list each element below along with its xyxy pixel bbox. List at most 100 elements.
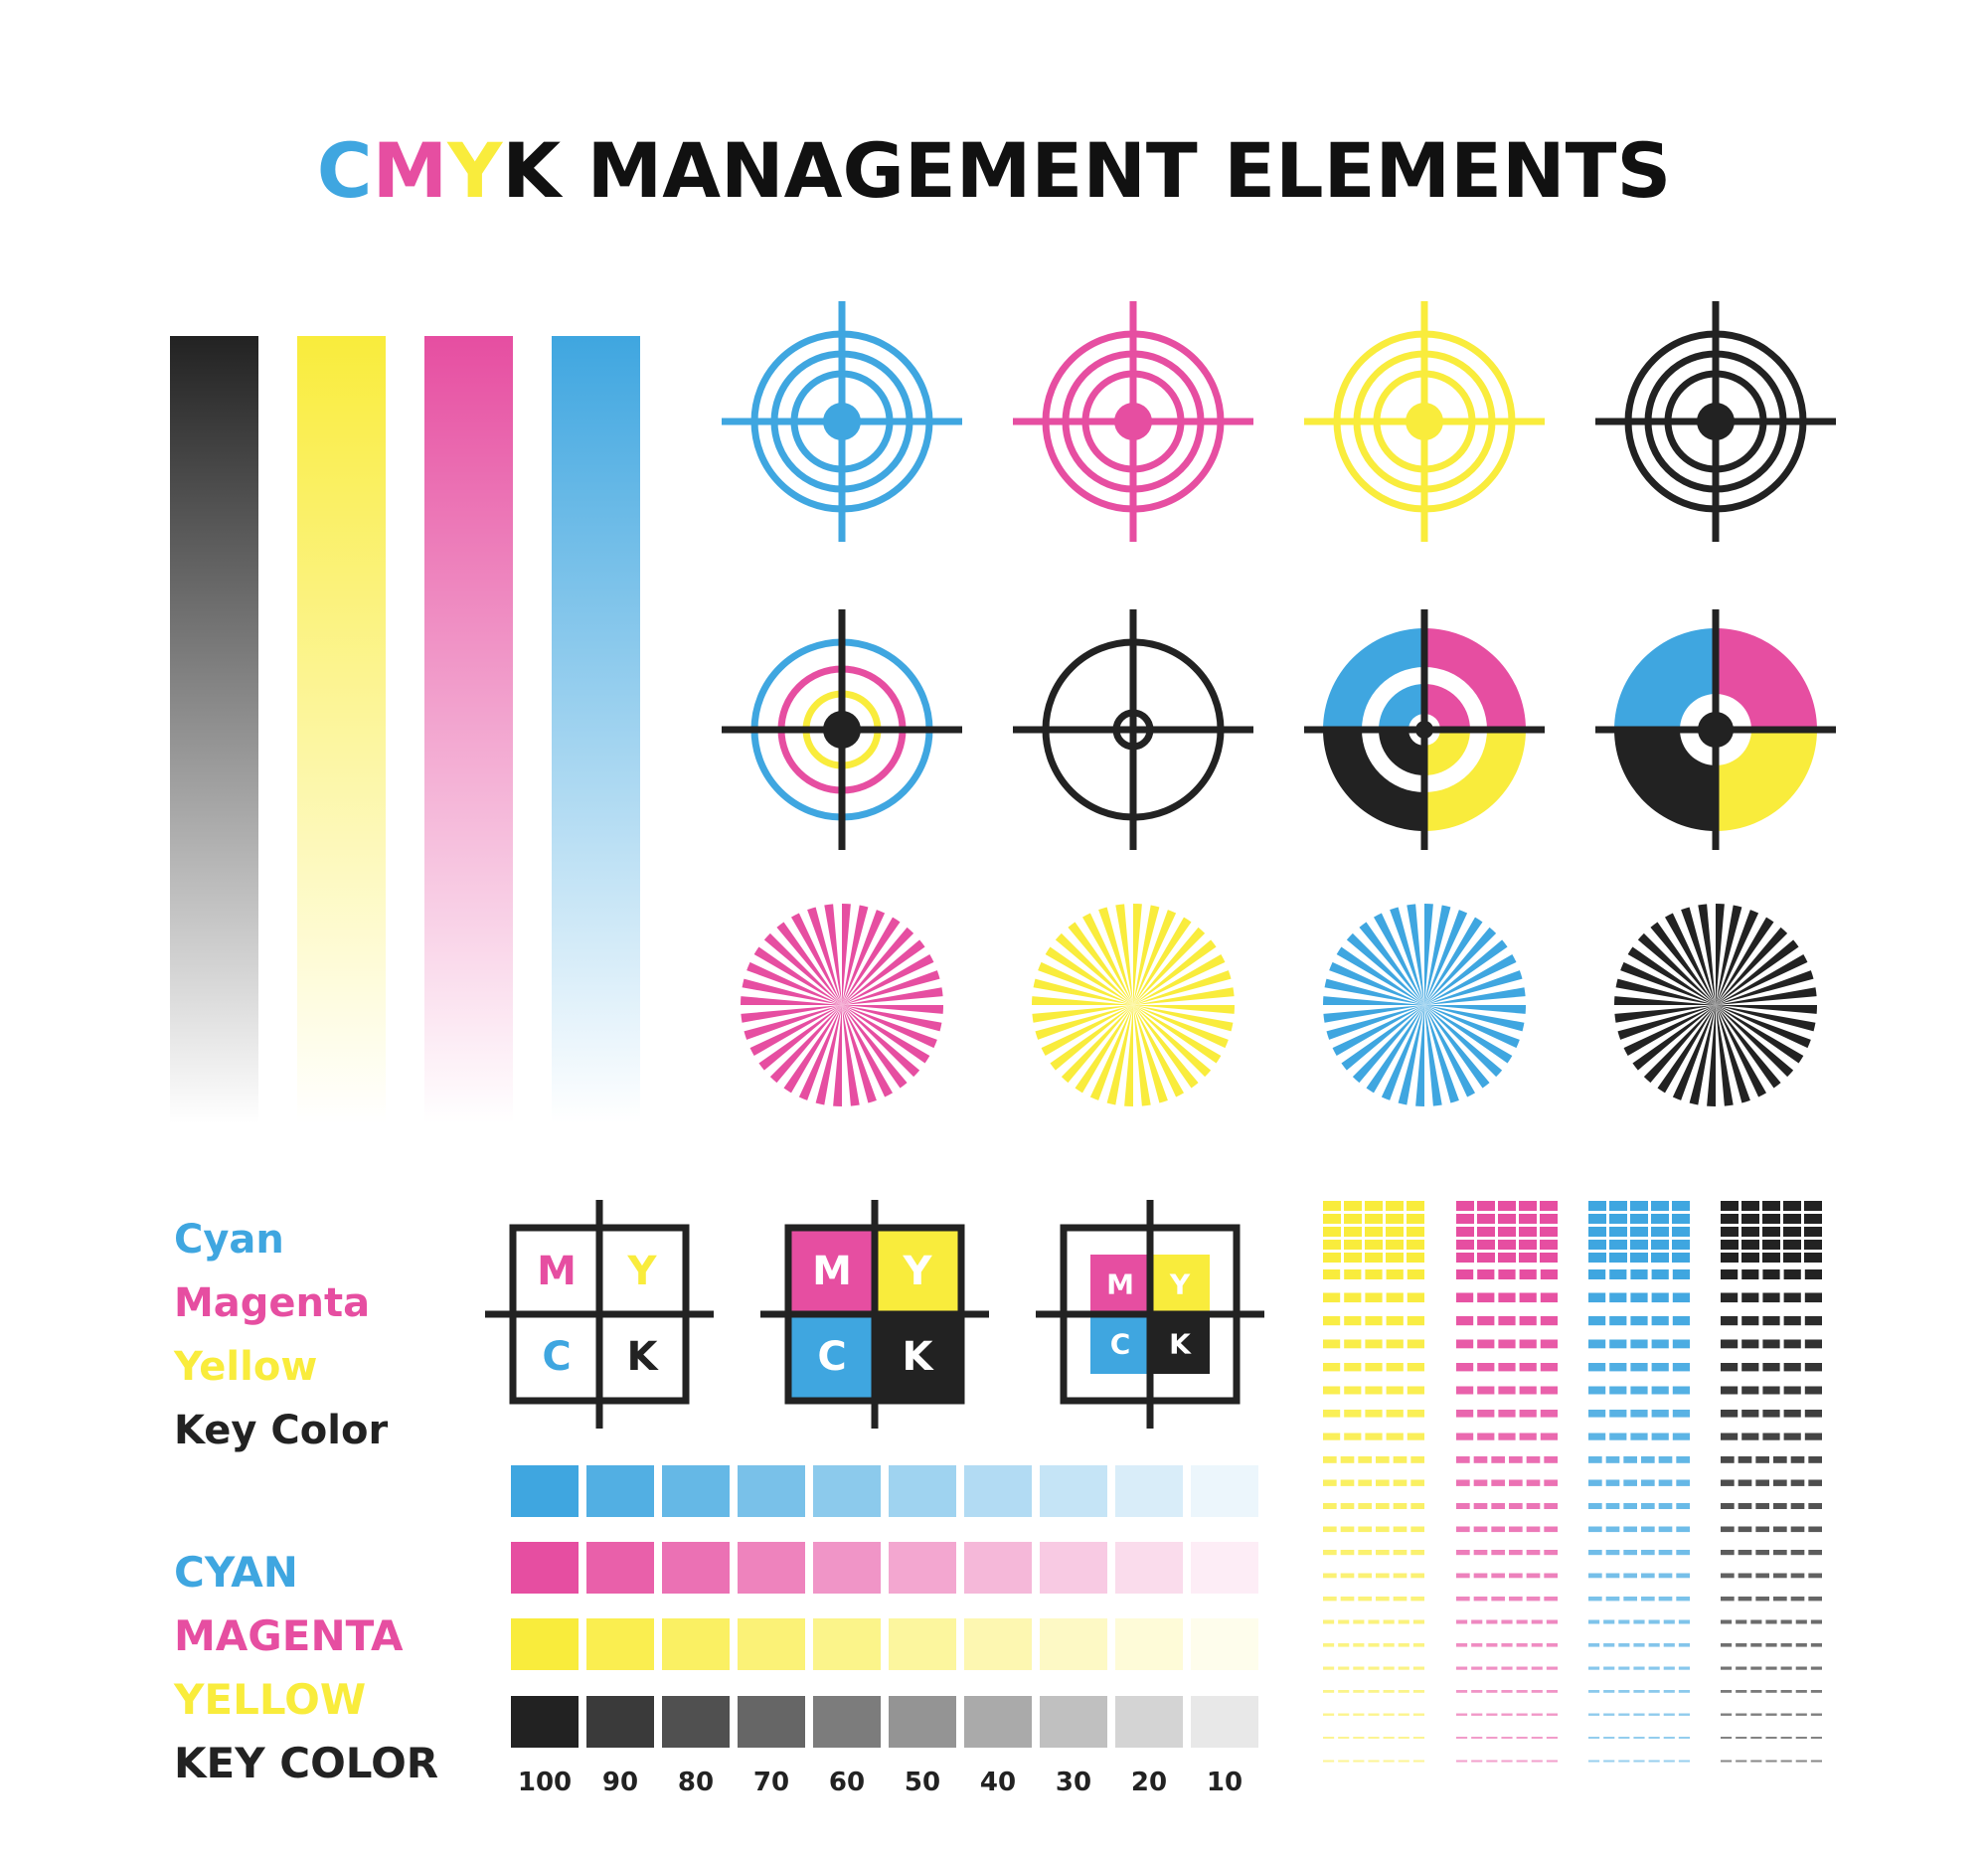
page-title: CMYK MANAGEMENT ELEMENTS <box>317 126 1671 215</box>
legend-label-yellow: Yellow <box>173 1344 317 1390</box>
registration-letter: C <box>542 1334 571 1380</box>
target-concentric-magenta <box>1013 301 1253 542</box>
registration-letter: K <box>627 1334 660 1380</box>
target-quadrant-double <box>1304 609 1545 850</box>
tint-percent-label: 50 <box>905 1768 940 1797</box>
registration-letter: M <box>537 1249 577 1294</box>
tint-row-yellow <box>511 1618 1258 1670</box>
tint-percent-label: 100 <box>518 1768 572 1797</box>
legend-label-cyan: Cyan <box>174 1217 284 1263</box>
tint-swatch <box>1040 1696 1107 1748</box>
tint-swatch <box>813 1465 881 1517</box>
tint-swatch <box>1115 1542 1183 1594</box>
tint-swatch <box>1191 1618 1258 1670</box>
registration-squares: M Y C K M Y C K M Y C K <box>485 1200 1264 1429</box>
tint-swatch <box>889 1542 956 1594</box>
tint-swatch <box>813 1696 881 1748</box>
tint-swatch <box>889 1618 956 1670</box>
dash-column-magenta <box>1456 1201 1558 1763</box>
legend-caps-magenta: MAGENTA <box>174 1611 404 1660</box>
gradient-bar-cyan <box>552 336 640 1123</box>
tint-swatch <box>662 1465 730 1517</box>
registration-letter: Y <box>627 1249 658 1294</box>
dash-column-key <box>1721 1201 1822 1763</box>
registration-letter: M <box>1106 1268 1134 1301</box>
tint-percent-label: 60 <box>829 1768 865 1797</box>
dash-column-yellow <box>1323 1201 1424 1763</box>
legend-label-key: Key Color <box>174 1408 388 1453</box>
registration-letter: C <box>1110 1328 1131 1361</box>
registration-letter: K <box>903 1334 935 1380</box>
tint-swatch <box>586 1542 654 1594</box>
dash-patterns <box>1323 1201 1822 1763</box>
tint-swatch <box>511 1618 579 1670</box>
legend-caps-yellow: YELLOW <box>173 1675 366 1724</box>
registration-letter: Y <box>1169 1268 1191 1301</box>
tint-swatch <box>889 1696 956 1748</box>
tint-row-key <box>511 1696 1258 1748</box>
tint-swatch <box>1115 1618 1183 1670</box>
registration-letter: M <box>812 1249 852 1294</box>
target-concentric-cyan <box>722 301 962 542</box>
title-part-2: Y <box>446 126 503 215</box>
legend-label-magenta: Magenta <box>174 1280 370 1326</box>
tint-swatch <box>662 1618 730 1670</box>
tint-percent-label: 70 <box>753 1768 789 1797</box>
tint-percent-label: 40 <box>980 1768 1016 1797</box>
tint-swatch <box>1191 1542 1258 1594</box>
tint-swatch <box>738 1465 805 1517</box>
tint-swatch <box>738 1696 805 1748</box>
target-concentric-key <box>1595 301 1836 542</box>
tint-swatch <box>964 1542 1032 1594</box>
color-legend: Cyan Magenta Yellow Key Color CYAN MAGENTA YEL… <box>173 1217 438 1787</box>
registration-letter: Y <box>903 1249 933 1294</box>
tint-swatch <box>511 1542 579 1594</box>
tint-swatch <box>1040 1618 1107 1670</box>
title-part-3: K MANAGEMENT ELEMENTS <box>502 126 1671 215</box>
tint-swatch <box>964 1696 1032 1748</box>
tint-swatch <box>1115 1696 1183 1748</box>
registration-letter: C <box>817 1334 846 1380</box>
dash-column-cyan <box>1588 1201 1690 1763</box>
target-simple-key <box>1013 609 1253 850</box>
gradient-bar-magenta <box>424 336 513 1123</box>
tint-swatch <box>586 1618 654 1670</box>
tint-swatch <box>662 1542 730 1594</box>
tint-swatch <box>662 1696 730 1748</box>
tint-percent-label: 80 <box>678 1768 714 1797</box>
tint-swatch <box>964 1618 1032 1670</box>
legend-caps-key: KEY COLOR <box>174 1739 438 1787</box>
starbursts <box>741 904 1817 1106</box>
tint-percent-label: 90 <box>602 1768 638 1797</box>
target-concentric-yellow <box>1304 301 1545 542</box>
tint-row-magenta <box>511 1542 1258 1594</box>
gradient-bar-key <box>170 336 258 1123</box>
tint-scale: 100 90 80 70 60 50 40 30 20 10 <box>511 1465 1258 1797</box>
tint-swatch <box>889 1465 956 1517</box>
registration-square-outline: M Y C K <box>485 1200 714 1429</box>
starburst-yellow <box>1032 904 1235 1106</box>
tint-swatch <box>813 1542 881 1594</box>
target-quadrant-ring <box>1595 609 1836 850</box>
gradient-bars <box>170 336 640 1123</box>
starburst-cyan <box>1322 904 1526 1106</box>
tint-swatch <box>1191 1465 1258 1517</box>
tint-swatch <box>738 1542 805 1594</box>
target-multicolor-rings <box>722 609 962 850</box>
tint-percent-label: 10 <box>1207 1768 1242 1797</box>
tint-swatch <box>738 1618 805 1670</box>
tint-swatch <box>586 1465 654 1517</box>
tint-swatch <box>511 1465 579 1517</box>
tint-swatch <box>964 1465 1032 1517</box>
tint-swatch <box>1040 1542 1107 1594</box>
registration-targets <box>722 301 1836 850</box>
registration-letter: K <box>1169 1328 1192 1361</box>
tint-swatch <box>813 1618 881 1670</box>
tint-swatch <box>511 1696 579 1748</box>
tint-swatch <box>1191 1696 1258 1748</box>
starburst-magenta <box>741 904 943 1106</box>
title-part-1: M <box>373 126 448 215</box>
title-part-0: C <box>317 126 373 215</box>
gradient-bar-yellow <box>297 336 386 1123</box>
